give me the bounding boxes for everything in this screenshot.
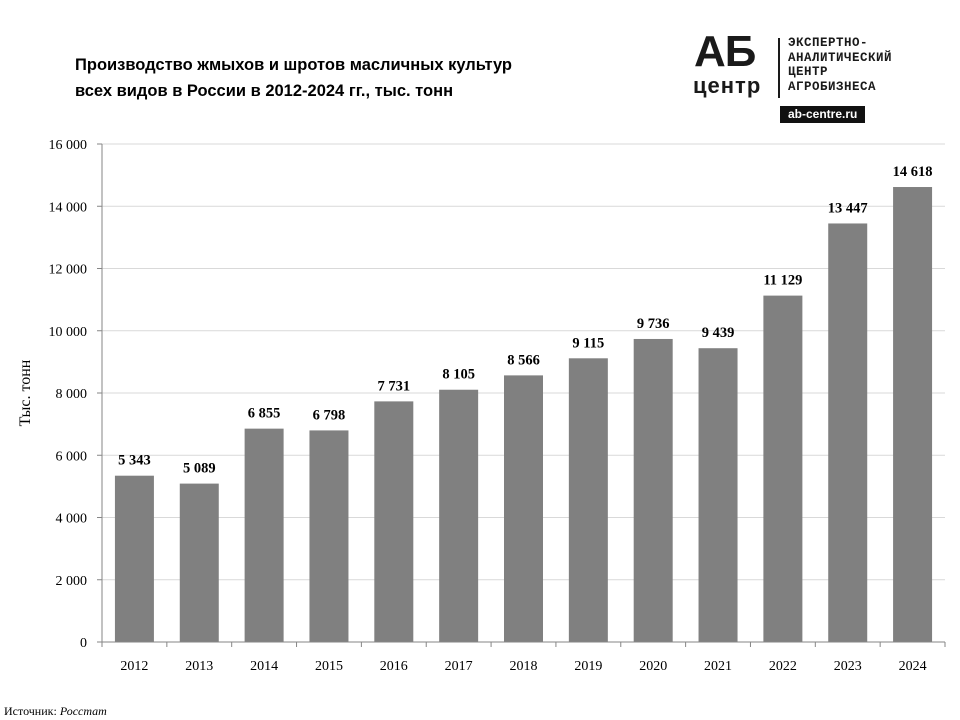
bar	[568, 358, 608, 642]
x-tick-label: 2013	[185, 659, 213, 674]
x-tick-label: 2018	[510, 659, 538, 674]
data-label: 9 439	[702, 325, 735, 341]
data-label: 6 798	[313, 407, 346, 423]
bar	[633, 338, 673, 642]
data-label: 7 731	[377, 378, 410, 394]
data-label: 9 736	[637, 316, 670, 332]
bar	[698, 348, 738, 642]
y-tick-label: 10 000	[49, 325, 88, 340]
y-tick-label: 2 000	[56, 574, 88, 589]
x-tick-label: 2024	[899, 659, 927, 674]
bar	[828, 223, 868, 642]
y-tick-label: 14 000	[49, 200, 88, 215]
y-tick-label: 4 000	[56, 512, 88, 527]
data-label: 11 129	[763, 273, 802, 289]
x-tick-label: 2012	[120, 659, 148, 674]
data-label: 9 115	[572, 335, 604, 351]
bar	[763, 295, 803, 642]
x-tick-label: 2015	[315, 659, 343, 674]
y-tick-label: 6 000	[56, 449, 88, 464]
bar	[179, 483, 219, 642]
logo-abbr-bottom: центр	[693, 73, 762, 98]
y-tick-label: 0	[80, 636, 87, 651]
chart-title-line-2: всех видов в России в 2012-2024 гг., тыс…	[75, 82, 454, 100]
y-tick-label: 16 000	[49, 138, 88, 153]
logo-line-1: ЭКСПЕРТНО-	[788, 36, 869, 50]
data-label: 8 105	[442, 367, 475, 383]
bar	[309, 430, 349, 642]
chart-title-line-1: Производство жмыхов и шротов масличных к…	[75, 56, 513, 74]
logo-line-3: ЦЕНТР	[788, 65, 829, 79]
data-label: 8 566	[507, 352, 540, 368]
logo-line-2: АНАЛИТИЧЕСКИЙ	[788, 50, 893, 65]
bar	[114, 475, 154, 642]
data-label: 13 447	[828, 200, 868, 216]
bar	[439, 389, 479, 642]
bar	[893, 187, 933, 642]
x-tick-label: 2022	[769, 659, 797, 674]
bar	[244, 428, 284, 642]
source-label: Источник:	[4, 704, 57, 718]
source-note: Источник: Росстат	[4, 704, 107, 719]
x-tick-label: 2019	[574, 659, 602, 674]
logo-divider	[778, 38, 780, 98]
data-label: 5 089	[183, 461, 216, 477]
bar	[374, 401, 414, 642]
ab-centre-logo: АБ центр ЭКСПЕРТНО- АНАЛИТИЧЕСКИЙ ЦЕНТР …	[692, 30, 932, 123]
logo-mark: АБ центр	[692, 30, 774, 98]
logo-text: ЭКСПЕРТНО- АНАЛИТИЧЕСКИЙ ЦЕНТР АГРОБИЗНЕ…	[788, 36, 892, 94]
x-tick-label: 2014	[250, 659, 278, 674]
bar	[504, 375, 543, 642]
x-tick-label: 2021	[704, 659, 732, 674]
logo-line-4: АГРОБИЗНЕСА	[788, 79, 877, 94]
x-tick-label: 2017	[445, 659, 473, 674]
source-value: Росстат	[59, 704, 107, 718]
x-tick-label: 2016	[380, 659, 408, 674]
y-tick-label: 8 000	[56, 387, 88, 402]
chart-title: Производство жмыхов и шротов масличных к…	[75, 52, 635, 104]
x-tick-label: 2023	[834, 659, 862, 674]
y-axis-title: Тыс. тонн	[17, 359, 34, 426]
data-label: 6 855	[248, 406, 281, 422]
x-tick-label: 2020	[639, 659, 667, 674]
data-label: 14 618	[893, 164, 933, 180]
data-label: 5 343	[118, 453, 151, 469]
logo-url: ab-centre.ru	[780, 106, 866, 123]
logo-abbr-top: АБ	[694, 27, 756, 76]
y-tick-label: 12 000	[49, 263, 88, 278]
